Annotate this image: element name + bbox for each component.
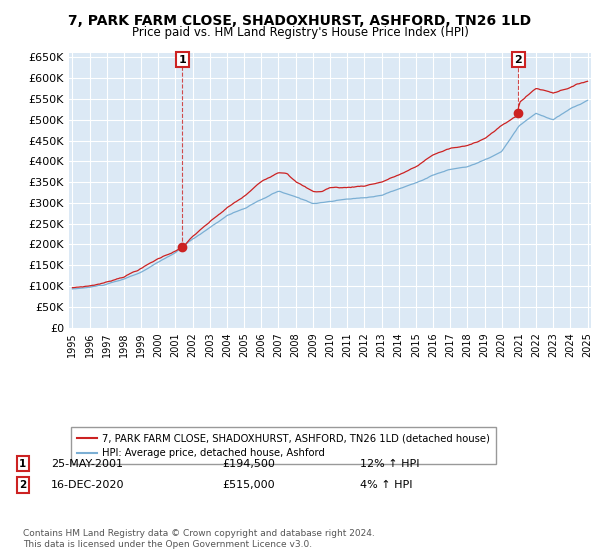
Text: 25-MAY-2001: 25-MAY-2001: [51, 459, 123, 469]
Text: 12% ↑ HPI: 12% ↑ HPI: [360, 459, 419, 469]
Legend: 7, PARK FARM CLOSE, SHADOXHURST, ASHFORD, TN26 1LD (detached house), HPI: Averag: 7, PARK FARM CLOSE, SHADOXHURST, ASHFORD…: [71, 427, 496, 464]
Text: 1: 1: [178, 54, 186, 64]
Text: Price paid vs. HM Land Registry's House Price Index (HPI): Price paid vs. HM Land Registry's House …: [131, 26, 469, 39]
Text: 4% ↑ HPI: 4% ↑ HPI: [360, 480, 413, 490]
Text: 7, PARK FARM CLOSE, SHADOXHURST, ASHFORD, TN26 1LD: 7, PARK FARM CLOSE, SHADOXHURST, ASHFORD…: [68, 14, 532, 28]
Text: £515,000: £515,000: [222, 480, 275, 490]
Text: 2: 2: [19, 480, 26, 490]
Text: £194,500: £194,500: [222, 459, 275, 469]
Text: Contains HM Land Registry data © Crown copyright and database right 2024.
This d: Contains HM Land Registry data © Crown c…: [23, 529, 374, 549]
Text: 2: 2: [514, 54, 522, 64]
Text: 1: 1: [19, 459, 26, 469]
Text: 16-DEC-2020: 16-DEC-2020: [51, 480, 125, 490]
